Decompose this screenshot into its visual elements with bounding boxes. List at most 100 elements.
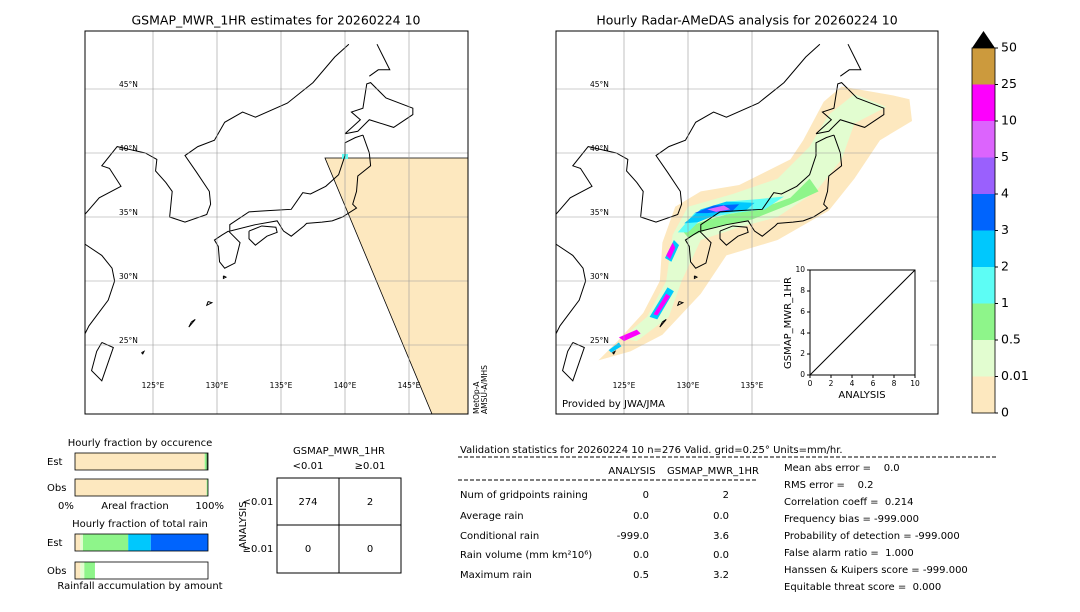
lat-label: 30°N — [119, 272, 138, 281]
table-cell: 0 — [305, 544, 311, 555]
map-frame — [84, 30, 469, 415]
validation-header: Validation statistics for 20260224 10 n=… — [460, 445, 843, 456]
map-frame — [555, 30, 939, 415]
sensor-label: AMSU-A/MHS — [480, 365, 489, 414]
coastline — [369, 43, 391, 77]
coastline — [556, 146, 617, 215]
y-tick-label: 0 — [800, 370, 805, 379]
colorbar-label: 5 — [1001, 149, 1009, 164]
stat-value: 0.5 — [633, 570, 649, 581]
colorbar-segment — [972, 121, 995, 158]
score: False alarm ratio = 1.000 — [784, 548, 914, 559]
row-label: <0.01 — [243, 497, 274, 508]
colorbar-label: 25 — [1001, 76, 1017, 91]
rain-area — [677, 196, 784, 233]
fraction-segment — [84, 562, 95, 579]
lat-label: 40°N — [590, 144, 609, 153]
lat-label: 30°N — [590, 272, 609, 281]
stat-value: 0.0 — [713, 550, 729, 561]
fraction-segment — [75, 479, 207, 496]
lat-label: 25°N — [119, 336, 138, 345]
stat-value: 3.6 — [713, 531, 729, 542]
satellite-swath — [324, 157, 468, 414]
table-cell: 2 — [367, 497, 373, 508]
coastline — [612, 350, 617, 355]
x-tick-label: 8 — [892, 379, 897, 388]
lon-label: 135°E — [270, 381, 293, 390]
stat-name: Num of gridpoints raining — [460, 490, 588, 501]
colorbar-label: 3 — [1001, 222, 1009, 237]
lat-label: 40°N — [119, 144, 138, 153]
coastline — [205, 301, 214, 307]
coastline — [85, 243, 116, 335]
colorbar-label: 2 — [1001, 259, 1009, 274]
score: Probability of detection = -999.000 — [784, 531, 960, 542]
colorbar-segment — [972, 84, 995, 121]
coastline — [719, 225, 749, 246]
coastline — [815, 82, 885, 135]
table-title: GSMAP_MWR_1HR — [293, 446, 385, 457]
fraction-segment — [204, 453, 207, 470]
sensor-label: MetOp-A — [472, 381, 481, 414]
diagonal — [809, 269, 916, 376]
rain-area — [707, 205, 731, 212]
y-tick-label: 8 — [800, 286, 805, 295]
lat-label: 45°N — [590, 80, 609, 89]
map — [85, 31, 468, 414]
axis-right: 100% — [195, 501, 224, 512]
fraction-segment — [80, 562, 85, 579]
coastline — [145, 43, 350, 223]
row-label: Est — [47, 538, 63, 549]
fraction-segment — [80, 534, 83, 551]
coastline — [344, 82, 414, 135]
x-tick-label: 2 — [829, 379, 834, 388]
fraction-segment — [75, 453, 205, 470]
rain-area — [666, 242, 676, 260]
x-axis-label: ANALYSIS — [838, 390, 885, 401]
colorbar-segment — [972, 376, 995, 413]
stat-value: 0 — [643, 490, 649, 501]
colorbar-segment — [972, 340, 995, 377]
coastline — [616, 43, 821, 223]
col-label: ≥0.01 — [355, 461, 386, 472]
stat-value: 3.2 — [713, 570, 729, 581]
row-label: Obs — [47, 483, 66, 494]
fraction-segment — [206, 453, 208, 470]
panel-title: Hourly fraction by occurence — [68, 438, 212, 449]
coastline — [85, 146, 146, 215]
stat-name: Average rain — [460, 511, 524, 522]
lat-label: 45°N — [119, 80, 138, 89]
bar-frame — [74, 452, 209, 471]
coastline — [222, 275, 228, 280]
colorbar-extend — [972, 31, 995, 48]
score: Correlation coeff = 0.214 — [784, 497, 914, 508]
fraction-segment — [150, 534, 208, 551]
lat-label: 25°N — [590, 336, 609, 345]
x-tick-label: 10 — [910, 379, 920, 388]
lon-label: 125°E — [142, 381, 165, 390]
bar-frame — [74, 561, 209, 580]
coastline — [556, 243, 587, 335]
stat-name: Maximum rain — [460, 570, 532, 581]
fraction-segment — [206, 479, 208, 496]
coastline — [693, 275, 699, 280]
colorbar-segment — [972, 230, 995, 267]
stat-value: -999.0 — [617, 531, 649, 542]
lon-label: 135°E — [741, 381, 764, 390]
coastline — [91, 341, 114, 382]
lon-label: 125°E — [613, 381, 636, 390]
rain-area — [681, 178, 819, 238]
coastline — [659, 318, 667, 328]
lon-label: 130°E — [677, 381, 700, 390]
coastline — [684, 230, 712, 269]
rain-area — [618, 329, 641, 342]
bar-frame — [74, 478, 209, 497]
fraction-segment — [82, 534, 129, 551]
coastline — [676, 301, 685, 307]
right-map-title: Hourly Radar-AMeDAS analysis for 2026022… — [596, 13, 897, 28]
stat-value: 0.0 — [633, 550, 649, 561]
colorbar-label: 50 — [1001, 40, 1017, 55]
x-tick-label: 6 — [871, 379, 876, 388]
coastline — [229, 134, 372, 237]
